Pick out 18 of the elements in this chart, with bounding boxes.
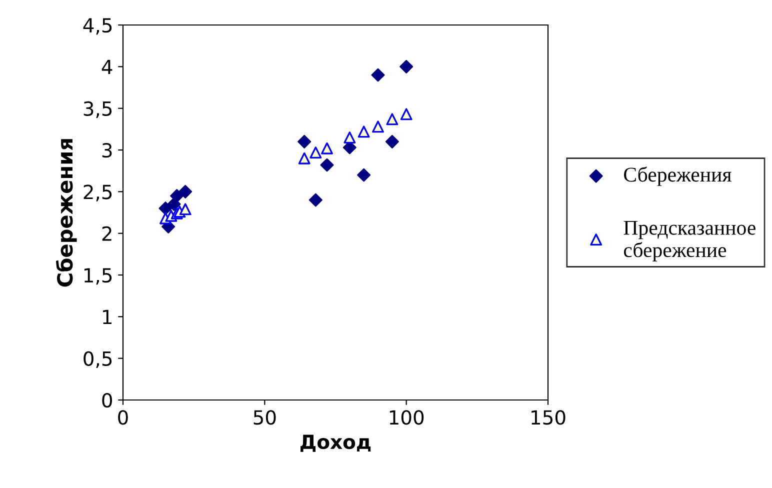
y-tick-label: 0,5 bbox=[84, 351, 112, 368]
y-tick-label: 4,5 bbox=[83, 18, 112, 35]
x-tick-label: 0 bbox=[118, 410, 128, 425]
legend-label: Предсказанное сбережение bbox=[624, 220, 756, 262]
x-tick-label: 150 bbox=[532, 410, 566, 425]
x-tick-label: 50 bbox=[254, 410, 276, 425]
y-tick-label: 3 bbox=[102, 142, 112, 158]
y-tick-label: 3,5 bbox=[84, 101, 112, 118]
y-axis-title: Сбережения bbox=[56, 139, 77, 287]
y-tick-label: 0 bbox=[102, 392, 112, 408]
x-axis-title: Доход bbox=[300, 434, 371, 452]
legend-label: Сбережения bbox=[624, 166, 732, 186]
y-tick-label: 2,5 bbox=[84, 184, 112, 202]
y-tick-label: 2 bbox=[102, 226, 112, 241]
y-tick-label: 4 bbox=[102, 60, 112, 74]
x-tick-label: 100 bbox=[390, 410, 424, 425]
y-tick-label: 1 bbox=[103, 310, 112, 324]
y-tick-label: 1,5 bbox=[84, 268, 112, 285]
